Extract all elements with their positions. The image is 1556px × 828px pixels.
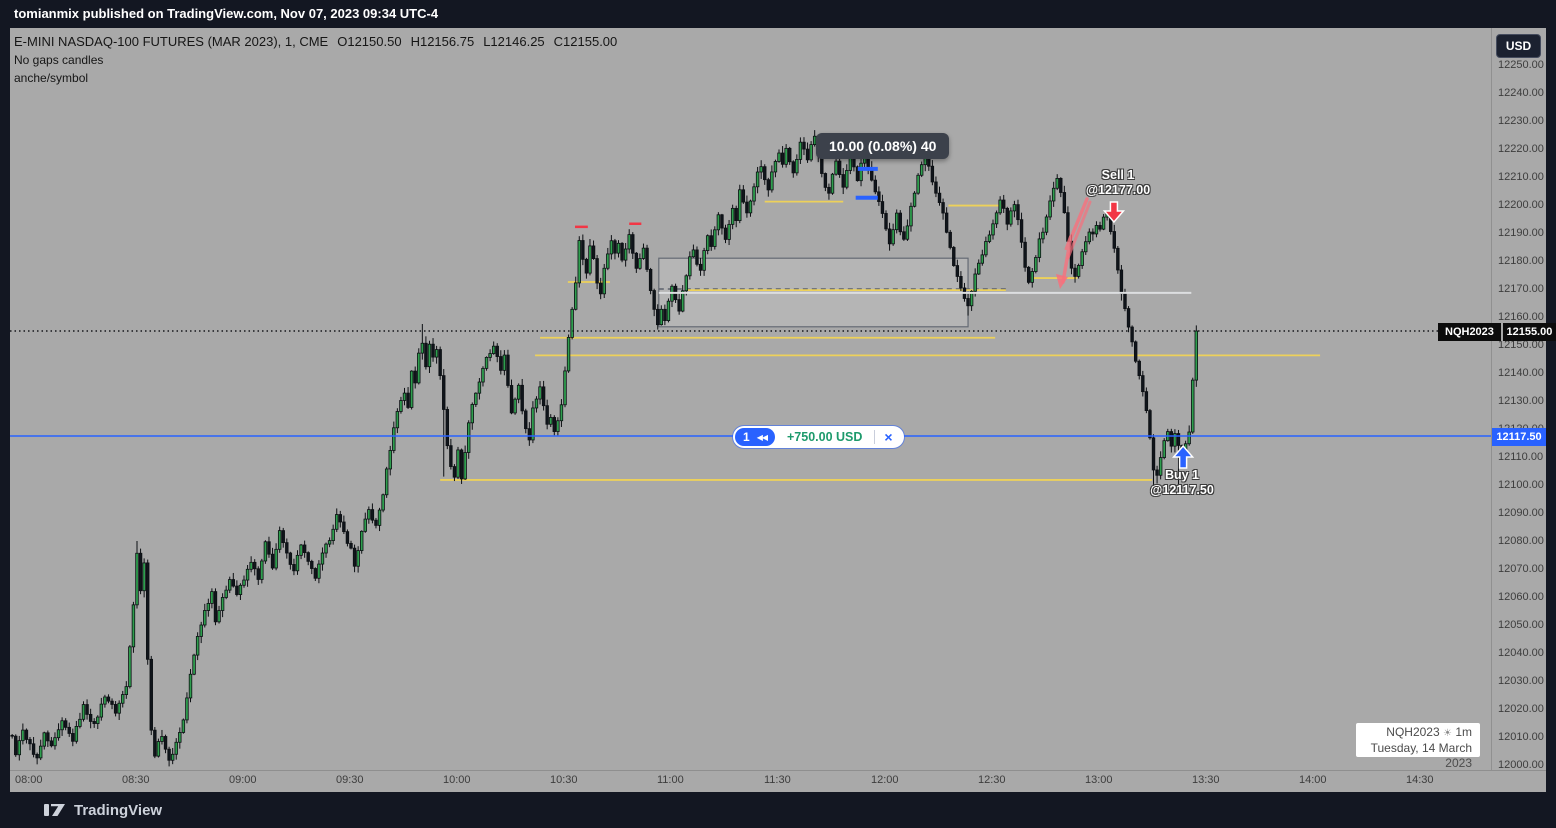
price-tick: 12190.00 — [1498, 227, 1544, 239]
time-tick: 12:00 — [871, 774, 899, 786]
rewind-icon[interactable]: ◀◀ — [756, 432, 768, 442]
buy-marker-line2: @12117.50 — [1150, 483, 1214, 497]
time-tick: 10:30 — [550, 774, 578, 786]
tradingview-logo[interactable] — [44, 801, 66, 819]
price-tick: 12230.00 — [1498, 115, 1544, 127]
info-date: Tuesday, 14 March 2023 — [1370, 741, 1472, 770]
price-tick: 12070.00 — [1498, 563, 1544, 575]
buy-marker-line1: Buy 1 — [1164, 468, 1200, 482]
measure-tooltip: 10.00 (0.08%) 40 — [816, 133, 950, 159]
price-tick: 12130.00 — [1498, 395, 1544, 407]
buy-arrow-icon[interactable] — [1171, 444, 1195, 469]
label-divider — [1500, 323, 1503, 341]
last-price-value: 12155.00 — [1502, 323, 1556, 341]
sell-marker-line1: Sell 1 — [1101, 168, 1135, 182]
sell-marker-line2: @12177.00 — [1085, 183, 1151, 197]
ohlc-close: C12155.00 — [553, 34, 618, 49]
attribution-bar: tomianmix published on TradingView.com, … — [0, 0, 1556, 28]
ohlc-high: H12156.75 — [410, 34, 475, 49]
price-tick: 12160.00 — [1498, 311, 1544, 323]
market-status-sun-icon: ☀ — [1443, 728, 1452, 739]
price-tick: 12060.00 — [1498, 591, 1544, 603]
price-tick: 12100.00 — [1498, 479, 1544, 491]
time-tick: 13:00 — [1085, 774, 1113, 786]
price-tick: 12180.00 — [1498, 255, 1544, 267]
position-pnl: +750.00 USD — [787, 430, 863, 444]
price-tick: 12200.00 — [1498, 199, 1544, 211]
close-position-button[interactable]: × — [884, 429, 893, 445]
price-tick: 12040.00 — [1498, 647, 1544, 659]
indicator-label-no-gaps[interactable]: No gaps candles — [14, 53, 104, 67]
price-tick: 12050.00 — [1498, 619, 1544, 631]
sell-arrow-icon[interactable] — [1102, 201, 1126, 224]
time-tick: 12:30 — [978, 774, 1006, 786]
time-tick: 11:00 — [657, 774, 684, 786]
currency-toggle-button[interactable]: USD — [1496, 34, 1541, 58]
price-tick: 12020.00 — [1498, 703, 1544, 715]
time-axis[interactable]: 08:00 08:30 09:00 09:30 10:00 10:30 11:00 11:30… — [10, 770, 1546, 792]
info-interval: 1m — [1455, 725, 1472, 739]
price-tick: 12000.00 — [1498, 759, 1544, 771]
price-tick: 12010.00 — [1498, 731, 1544, 743]
attribution-text: tomianmix published on TradingView.com, … — [14, 6, 439, 21]
last-price-label: NQH2023 12155.00 — [1438, 323, 1556, 341]
footer-brand-text[interactable]: TradingView — [74, 801, 163, 819]
chart-legend: E-MINI NASDAQ-100 FUTURES (MAR 2023), 1,… — [14, 34, 626, 85]
time-tick: 09:30 — [336, 774, 364, 786]
info-symbol: NQH2023 — [1386, 725, 1440, 739]
chart-canvas[interactable] — [10, 28, 1546, 792]
ohlc-open: O12150.50 — [337, 34, 402, 49]
price-tick: 12090.00 — [1498, 507, 1544, 519]
price-tick: 12210.00 — [1498, 171, 1544, 183]
sell-marker-label: Sell 1 @12177.00 — [1068, 168, 1168, 198]
time-tick: 08:30 — [122, 774, 150, 786]
symbol-title[interactable]: E-MINI NASDAQ-100 FUTURES (MAR 2023), 1,… — [14, 34, 329, 49]
price-axis[interactable]: 12250.00 12240.00 12230.00 12220.00 12210.00… — [1491, 28, 1546, 771]
position-pill[interactable]: 1 ◀◀ +750.00 USD × — [733, 426, 904, 448]
time-tick: 11:30 — [764, 774, 791, 786]
position-count: 1 — [743, 430, 750, 444]
symbol-tag: NQH2023 — [1438, 323, 1501, 341]
price-tick: 12110.00 — [1498, 451, 1544, 463]
order-price-label[interactable]: 12117.50 — [1492, 428, 1546, 446]
symbol-info-box: NQH2023 ☀ 1m Tuesday, 14 March 2023 — [1356, 723, 1480, 770]
time-tick: 14:00 — [1299, 774, 1327, 786]
price-tick: 12250.00 — [1498, 59, 1544, 71]
price-tick: 12170.00 — [1498, 283, 1544, 295]
price-tick: 12240.00 — [1498, 87, 1544, 99]
price-tick: 12220.00 — [1498, 143, 1544, 155]
price-tick: 12140.00 — [1498, 367, 1544, 379]
indicator-label-anche-symbol[interactable]: anche/symbol — [14, 71, 89, 85]
time-tick: 09:00 — [229, 774, 257, 786]
ohlc-low: L12146.25 — [483, 34, 545, 49]
price-tick: 12030.00 — [1498, 675, 1544, 687]
price-tick: 12080.00 — [1498, 535, 1544, 547]
time-tick: 14:30 — [1406, 774, 1434, 786]
time-tick: 10:00 — [443, 774, 471, 786]
time-tick: 08:00 — [15, 774, 43, 786]
footer-bar: TradingView — [0, 792, 1556, 828]
buy-marker-label: Buy 1 @12117.50 — [1132, 468, 1232, 498]
time-tick: 13:30 — [1192, 774, 1220, 786]
position-pill-left[interactable]: 1 ◀◀ — [735, 428, 775, 446]
pill-divider — [874, 430, 876, 444]
price-tick: 12150.00 — [1498, 339, 1544, 351]
